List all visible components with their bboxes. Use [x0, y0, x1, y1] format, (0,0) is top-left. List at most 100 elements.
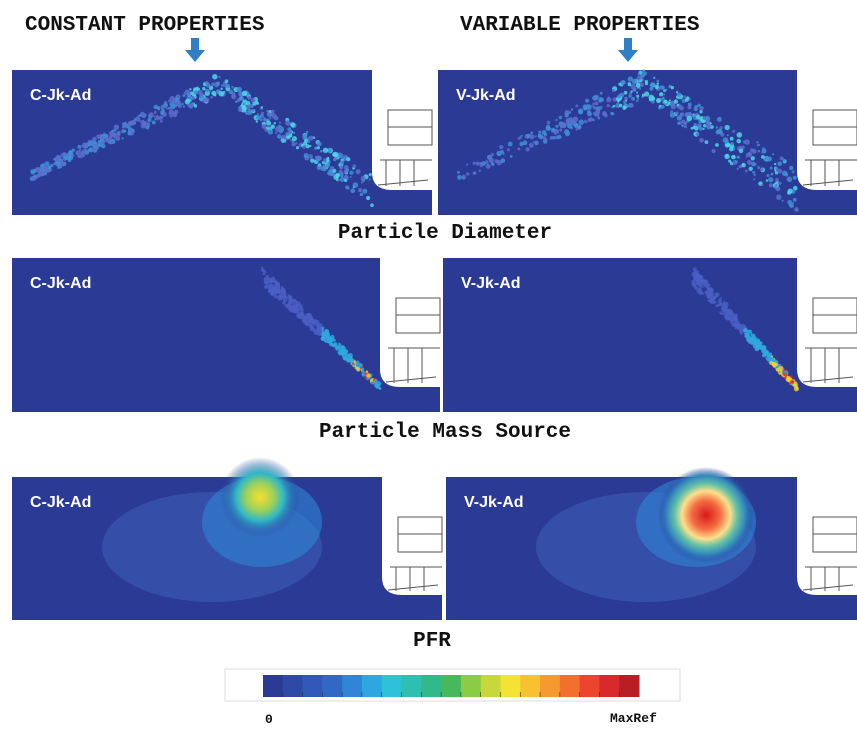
particle	[210, 95, 213, 99]
geometry-outline	[387, 566, 442, 591]
particle	[791, 201, 795, 205]
particle	[337, 350, 342, 355]
particle	[176, 102, 182, 107]
particle	[702, 116, 707, 121]
particle	[319, 149, 323, 153]
particle	[617, 100, 620, 103]
particle	[320, 336, 326, 342]
particle	[598, 105, 603, 110]
particle	[775, 360, 779, 364]
particle	[650, 82, 655, 87]
particle	[611, 112, 615, 116]
particle	[372, 380, 377, 385]
geometry-outline	[385, 347, 440, 383]
particle	[555, 124, 559, 128]
particle	[698, 283, 702, 288]
particle	[280, 287, 286, 292]
particle	[674, 111, 679, 115]
particle	[693, 270, 697, 274]
particle	[677, 121, 681, 125]
particle	[757, 149, 761, 153]
particle	[774, 171, 779, 175]
particle	[57, 162, 61, 166]
particle	[298, 307, 302, 311]
particle	[305, 130, 309, 134]
particle	[329, 172, 334, 176]
particle	[302, 133, 308, 139]
particle	[734, 322, 739, 327]
particle	[644, 79, 649, 84]
particle	[534, 140, 539, 146]
particle	[46, 168, 51, 173]
particle	[321, 333, 325, 337]
particle	[123, 122, 127, 126]
particle	[631, 96, 636, 101]
particle	[559, 125, 563, 129]
particle	[285, 131, 290, 137]
particle	[687, 105, 692, 110]
particle	[303, 153, 309, 159]
particle	[789, 380, 795, 385]
particle	[599, 97, 604, 102]
particle	[485, 163, 491, 169]
particle	[790, 203, 794, 208]
colorbar-cell	[381, 675, 403, 697]
particle	[267, 285, 272, 290]
particle	[793, 386, 800, 392]
particle	[712, 300, 716, 304]
particle	[729, 136, 734, 141]
particle	[157, 107, 160, 111]
particle	[752, 341, 755, 344]
particle	[273, 115, 279, 121]
particle	[285, 120, 291, 126]
particle	[41, 170, 47, 175]
colorbar-cell	[619, 675, 640, 697]
particle	[771, 362, 777, 368]
particle	[695, 115, 701, 120]
particle	[169, 114, 173, 118]
particle	[710, 296, 716, 301]
particle	[693, 123, 697, 127]
particle	[491, 162, 495, 166]
particle	[507, 141, 513, 147]
particle	[534, 135, 537, 138]
particle	[338, 170, 343, 175]
particle	[699, 126, 703, 131]
particle	[595, 108, 601, 114]
particle	[769, 166, 773, 170]
particle	[754, 340, 757, 344]
particle	[266, 120, 272, 126]
row-caption: PFR	[413, 630, 451, 653]
particle	[300, 313, 304, 317]
panel-label: C-Jk-Ad	[30, 275, 91, 292]
particle	[472, 161, 476, 165]
particle	[555, 118, 558, 122]
particle	[145, 125, 150, 130]
particle	[615, 102, 621, 109]
particle	[592, 111, 597, 116]
particle	[701, 285, 704, 289]
particle	[717, 298, 722, 303]
particle	[743, 328, 748, 333]
particle	[189, 102, 195, 107]
particle	[88, 148, 93, 152]
particle	[557, 134, 562, 140]
particle	[765, 179, 769, 182]
particle	[344, 178, 348, 183]
particle	[783, 372, 788, 377]
particle	[50, 163, 54, 168]
particle	[792, 197, 797, 202]
particle	[583, 106, 588, 111]
particle	[351, 362, 355, 365]
particle	[716, 303, 720, 307]
particle	[607, 96, 611, 100]
particle	[611, 106, 614, 109]
particle	[322, 158, 327, 163]
particle	[706, 283, 711, 287]
colorbar-cell	[480, 675, 501, 697]
particle	[95, 146, 99, 150]
column-title: CONSTANT PROPERTIES	[25, 14, 264, 37]
particle	[368, 173, 372, 177]
particle	[716, 116, 722, 122]
particle	[316, 141, 322, 147]
